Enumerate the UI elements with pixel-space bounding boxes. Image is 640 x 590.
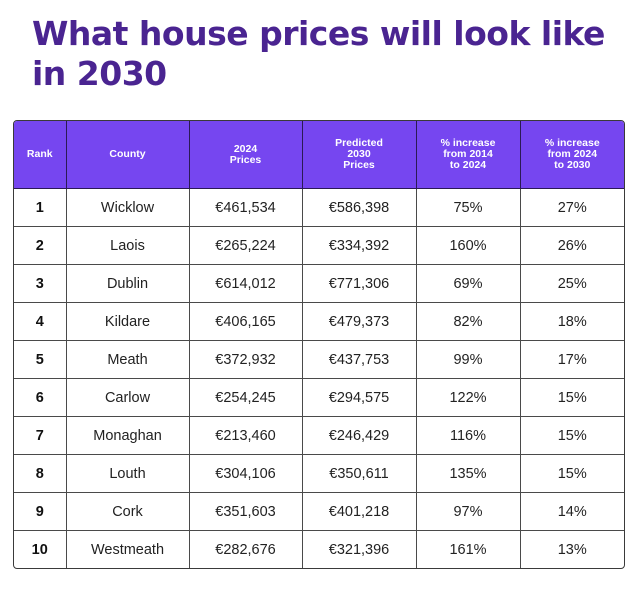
table-row: 3 Dublin €614,012 €771,306 69% 25% <box>14 264 624 303</box>
price-2030-cell: €334,392 <box>302 226 417 265</box>
county-cell: Carlow <box>66 378 190 417</box>
increase-2024-2030-cell: 13% <box>557 541 587 558</box>
price-2030-cell: €350,611 <box>302 454 417 493</box>
county-cell: Westmeath <box>66 530 190 568</box>
house-prices-table: Rank County 2024 Prices Predicted 2030 P… <box>14 121 624 568</box>
price-2024-cell: €461,534 <box>189 188 303 227</box>
price-2030-cell: €586,398 <box>302 188 417 227</box>
increase-2014-2024-cell: 75% <box>416 188 521 227</box>
increase-2014-2024-cell: 97% <box>416 492 521 531</box>
price-2024-cell: €254,245 <box>189 378 303 417</box>
page-title: What house prices will look like in 2030 <box>32 14 605 93</box>
table-row: 5 Meath €372,932 €437,753 99% 17% <box>14 340 624 379</box>
increase-2024-2030-cell: 15% <box>520 454 624 493</box>
county-cell: Monaghan <box>66 416 190 455</box>
rank-cell: 2 <box>14 226 67 265</box>
county-cell: Wicklow <box>66 188 190 227</box>
price-2024-cell: €406,165 <box>189 302 303 341</box>
header-county: County <box>66 121 190 189</box>
county-cell: Louth <box>66 454 190 493</box>
county-cell: Cork <box>66 492 190 531</box>
increase-2024-2030-cell: 26% <box>520 226 624 265</box>
rank-cell: 10 <box>14 530 67 568</box>
price-2024-cell: €351,603 <box>189 492 303 531</box>
rank-cell: 4 <box>14 302 67 341</box>
county-cell: Dublin <box>66 264 190 303</box>
header-rank: Rank <box>14 121 67 189</box>
table-row: 8 Louth €304,106 €350,611 135% 15% <box>14 454 624 493</box>
price-2024-cell: €304,106 <box>189 454 303 493</box>
rank-cell: 8 <box>14 454 67 493</box>
price-2024-cell: €282,676 <box>189 530 303 568</box>
table-row: 2 Laois €265,224 €334,392 160% 26% <box>14 226 624 265</box>
rank-cell: 6 <box>14 378 67 417</box>
increase-2024-2030-cell: 15% <box>520 416 624 455</box>
price-2024-cell: €213,460 <box>189 416 303 455</box>
table-header-row: Rank County 2024 Prices Predicted 2030 P… <box>14 121 624 189</box>
increase-2014-2024-cell: 116% <box>416 416 521 455</box>
increase-2024-2030-cell: 27% <box>520 188 624 227</box>
rank-cell: 1 <box>14 188 67 227</box>
house-prices-table-container: Rank County 2024 Prices Predicted 2030 P… <box>13 120 625 569</box>
increase-2024-2030-cell: 25% <box>520 264 624 303</box>
table-body: 1 Wicklow €461,534 €586,398 75% 27% 2 Laois €265… <box>14 188 624 568</box>
increase-2014-2024-cell: 69% <box>416 264 521 303</box>
price-2030-cell: €321,396 <box>302 530 417 568</box>
price-2024-cell: €265,224 <box>189 226 303 265</box>
table-row: 7 Monaghan €213,460 €246,429 116% 15% <box>14 416 624 455</box>
header-2024-prices: 2024 Prices <box>189 121 303 189</box>
price-2030-cell: €479,373 <box>302 302 417 341</box>
increase-2024-2030-cell: 17% <box>520 340 624 379</box>
header-increase-2024-2030: % increase from 2024 to 2030 <box>520 121 624 189</box>
price-2030-cell: €401,218 <box>302 492 417 531</box>
county-cell: Kildare <box>66 302 190 341</box>
price-2024-cell: €372,932 <box>189 340 303 379</box>
rank-cell: 5 <box>14 340 67 379</box>
increase-2024-2030-cell: 18% <box>520 302 624 341</box>
price-2030-cell: €246,429 <box>302 416 417 455</box>
increase-2014-2024-cell: 122% <box>416 378 521 417</box>
increase-2024-2030-cell: 14% <box>520 492 624 531</box>
county-cell: Laois <box>66 226 190 265</box>
price-2030-cell: €294,575 <box>302 378 417 417</box>
table-row: 9 Cork €351,603 €401,218 97% 14% <box>14 492 624 531</box>
table-row: 10 Westmeath €282,676 €321,396 161% 13% <box>14 530 624 568</box>
rank-cell: 7 <box>14 416 67 455</box>
increase-2014-2024-cell: 82% <box>416 302 521 341</box>
table-row: 6 Carlow €254,245 €294,575 122% 15% <box>14 378 624 417</box>
header-predicted-2030-prices: Predicted 2030 Prices <box>302 121 417 189</box>
increase-2014-2024-cell: 99% <box>416 340 521 379</box>
county-cell: Meath <box>66 340 190 379</box>
header-increase-2014-2024: % increase from 2014 to 2024 <box>416 121 521 189</box>
table-row: 1 Wicklow €461,534 €586,398 75% 27% <box>14 188 624 227</box>
rank-cell: 9 <box>14 492 67 531</box>
increase-2014-2024-cell: 160% <box>416 226 521 265</box>
increase-2014-2024-cell: 135% <box>416 454 521 493</box>
price-2030-cell: €771,306 <box>302 264 417 303</box>
increase-2024-2030-cell: 15% <box>520 378 624 417</box>
price-2024-cell: €614,012 <box>189 264 303 303</box>
increase-2014-2024-cell: 161% <box>416 530 521 568</box>
table-row: 4 Kildare €406,165 €479,373 82% 18% <box>14 302 624 341</box>
price-2030-cell: €437,753 <box>302 340 417 379</box>
rank-cell: 3 <box>14 264 67 303</box>
